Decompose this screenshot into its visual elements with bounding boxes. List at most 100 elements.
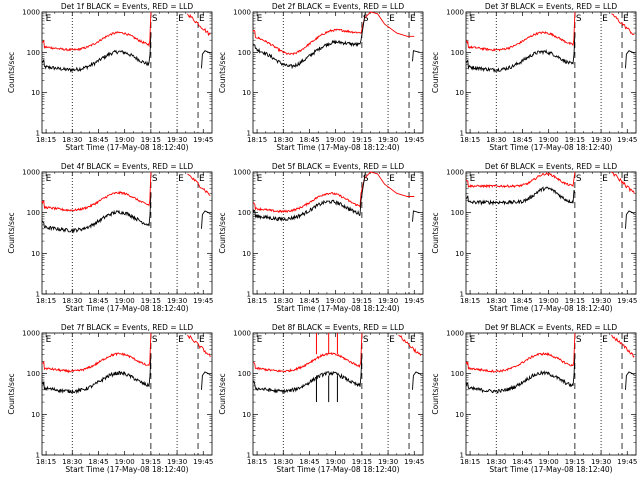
x-axis-label: Start Time (17-May-08 18:12:40): [276, 465, 399, 474]
x-tick-label: 18:15: [247, 297, 267, 305]
x-tick-label: 18:15: [247, 458, 267, 466]
y-tick-label: 1000: [22, 9, 40, 17]
time-marker-label: E: [178, 335, 184, 345]
time-marker-label: E: [410, 174, 416, 184]
lld-series-line: [187, 13, 211, 37]
panel-det-6: Det 6f BLACK = Events, RED = LLD Start Ti…: [431, 162, 637, 313]
x-tick-label: 19:30: [378, 458, 398, 466]
panel-title: Det 4f BLACK = Events, RED = LLD: [61, 162, 194, 171]
time-marker-label: E: [46, 174, 52, 184]
x-tick-label: 18:15: [460, 136, 480, 144]
y-tick-label: 1000: [233, 330, 251, 338]
lld-series-line: [465, 11, 576, 52]
x-tick-label: 19:45: [404, 136, 424, 144]
events-series-line: [41, 354, 152, 395]
y-tick-label: 10: [31, 411, 40, 419]
x-tick-label: 18:30: [486, 297, 506, 305]
x-tick-label: 19:30: [378, 297, 398, 305]
x-tick-label: 19:15: [352, 136, 372, 144]
x-tick-label: 19:15: [352, 458, 372, 466]
time-marker-label: E: [410, 14, 416, 24]
x-tick-label: 19:00: [326, 136, 346, 144]
x-tick-label: 18:15: [36, 458, 56, 466]
x-axis-label: Start Time (17-May-08 18:12:40): [489, 304, 612, 313]
y-axis-label: Counts/sec: [7, 52, 16, 93]
time-marker-label: E: [602, 174, 608, 184]
x-tick-label: 19:00: [115, 458, 135, 466]
time-marker-label: S: [576, 14, 582, 24]
time-marker-label: E: [199, 335, 205, 345]
x-tick-label: 19:45: [404, 297, 424, 305]
lld-series-line: [252, 11, 415, 56]
time-marker-label: E: [470, 14, 476, 24]
lld-series-line: [398, 334, 422, 356]
x-tick-label: 19:30: [591, 458, 611, 466]
x-tick-label: 18:15: [247, 136, 267, 144]
events-series-line: [201, 210, 211, 229]
time-marker-label: E: [623, 14, 629, 24]
x-tick-label: 19:30: [591, 297, 611, 305]
lld-series-line: [187, 173, 211, 197]
events-series-line: [201, 50, 211, 69]
lld-series-line: [611, 13, 635, 35]
plot-frame: [41, 332, 213, 456]
time-marker-label: E: [602, 335, 608, 345]
x-tick-label: 18:45: [299, 136, 319, 144]
panel-det-5: Det 5f BLACK = Events, RED = LLD Start Ti…: [218, 162, 424, 313]
plot-frame: [465, 332, 637, 456]
panel-title: Det 9f BLACK = Events, RED = LLD: [485, 323, 618, 332]
x-tick-label: 18:45: [512, 136, 532, 144]
y-tick-label: 100: [238, 209, 251, 217]
y-axis-label: Counts/sec: [7, 212, 16, 253]
x-tick-label: 18:45: [88, 458, 108, 466]
y-tick-label: 1000: [233, 9, 251, 17]
lld-series-line: [465, 171, 576, 189]
y-tick-label: 10: [455, 411, 464, 419]
events-series-line: [625, 210, 635, 229]
x-axis-label: Start Time (17-May-08 18:12:40): [276, 304, 399, 313]
x-axis-label: Start Time (17-May-08 18:12:40): [489, 143, 612, 152]
time-marker-label: S: [576, 335, 582, 345]
y-tick-label: 1000: [446, 9, 464, 17]
time-marker-label: E: [46, 335, 52, 345]
y-tick-label: 1: [36, 291, 40, 299]
events-series-line: [41, 33, 152, 73]
events-series-line: [465, 354, 576, 394]
events-series-line: [625, 371, 635, 390]
y-tick-label: 100: [238, 370, 251, 378]
y-tick-label: 1000: [22, 169, 40, 177]
y-axis-label: Counts/sec: [431, 373, 440, 414]
lld-series-line: [252, 171, 415, 214]
time-marker-label: E: [257, 335, 263, 345]
y-tick-label: 1000: [446, 169, 464, 177]
panel-title: Det 5f BLACK = Events, RED = LLD: [272, 162, 405, 171]
panel-det-9: Det 9f BLACK = Events, RED = LLD Start Ti…: [431, 323, 637, 474]
panel-title: Det 8f BLACK = Events, RED = LLD: [272, 323, 405, 332]
y-tick-label: 1: [460, 291, 464, 299]
time-marker-label: S: [363, 174, 369, 184]
x-tick-label: 19:30: [167, 136, 187, 144]
x-tick-label: 19:00: [539, 458, 559, 466]
time-marker-label: E: [602, 14, 608, 24]
x-tick-label: 19:15: [141, 136, 161, 144]
x-tick-label: 18:45: [512, 297, 532, 305]
time-marker-label: E: [470, 174, 476, 184]
x-tick-label: 19:30: [591, 136, 611, 144]
time-marker-label: E: [470, 335, 476, 345]
x-tick-label: 18:30: [62, 136, 82, 144]
plot-frame: [252, 11, 424, 134]
x-axis-label: Start Time (17-May-08 18:12:40): [65, 143, 188, 152]
y-tick-label: 10: [455, 89, 464, 97]
y-tick-label: 1000: [446, 330, 464, 338]
plot-frame: [41, 171, 213, 295]
x-tick-label: 19:00: [115, 297, 135, 305]
x-tick-label: 18:45: [512, 458, 532, 466]
y-tick-label: 1: [460, 130, 464, 138]
panel-det-1: Det 1f BLACK = Events, RED = LLD Start Ti…: [7, 2, 213, 152]
x-tick-label: 19:30: [167, 297, 187, 305]
y-tick-label: 10: [31, 250, 40, 258]
x-tick-label: 19:00: [539, 136, 559, 144]
panel-title: Det 3f BLACK = Events, RED = LLD: [485, 2, 618, 11]
time-marker-label: E: [389, 14, 395, 24]
events-series-line: [41, 193, 152, 234]
